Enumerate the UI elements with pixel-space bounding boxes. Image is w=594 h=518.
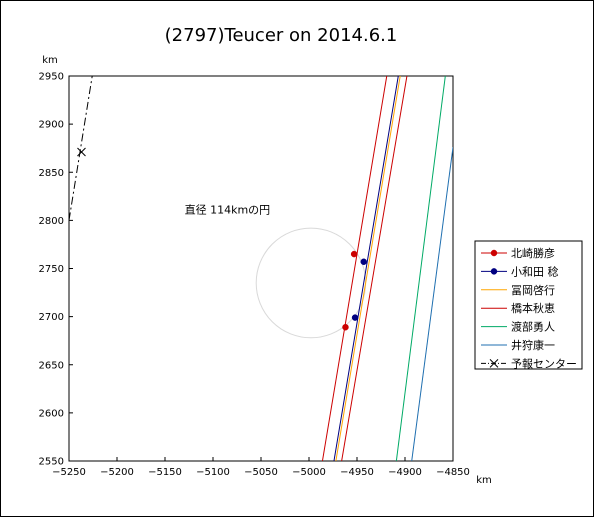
legend-box bbox=[474, 240, 583, 370]
observation-point bbox=[350, 250, 358, 258]
x-tick-label: −4900 bbox=[388, 467, 422, 478]
legend-label: 冨岡啓行 bbox=[511, 283, 555, 297]
y-tick-label: 2900 bbox=[39, 120, 64, 131]
chord-line bbox=[69, 76, 93, 221]
prediction-point bbox=[77, 147, 86, 157]
legend-marker bbox=[490, 268, 498, 275]
x-tick-label: −5100 bbox=[196, 467, 230, 478]
y-axis-unit: km bbox=[42, 55, 58, 66]
y-tick-label: 2650 bbox=[39, 360, 64, 371]
x-axis-unit: km bbox=[476, 475, 492, 486]
chord-line bbox=[341, 76, 408, 461]
diameter-circle bbox=[255, 227, 367, 339]
legend-marker bbox=[489, 359, 499, 368]
x-tick-label: −5250 bbox=[52, 467, 86, 478]
legend-label: 井狩康一 bbox=[511, 338, 555, 352]
chord-line bbox=[333, 76, 399, 461]
observation-point bbox=[342, 323, 349, 331]
y-tick-label: 2700 bbox=[39, 312, 64, 323]
legend-label: 小和田 稔 bbox=[511, 264, 559, 278]
circle-annotation: 直径 114kmの円 bbox=[185, 203, 271, 217]
legend-label: 北崎勝彦 bbox=[511, 246, 555, 260]
plot-area bbox=[68, 75, 454, 462]
chord-line bbox=[321, 76, 388, 461]
y-tick-label: 2800 bbox=[39, 216, 64, 227]
x-tick-label: −5000 bbox=[292, 467, 326, 478]
y-tick-label: 2850 bbox=[39, 168, 64, 179]
x-tick-label: −4950 bbox=[340, 467, 374, 478]
y-axis: 2550 2600 2650 2700 2750 2800 2850 2900 2950 bbox=[39, 72, 73, 468]
chord-line bbox=[411, 147, 453, 461]
x-tick-label: −5200 bbox=[100, 467, 134, 478]
x-axis: −5250 −5200 −5150 −5100 −5050 −5000 −4950 −4900… bbox=[52, 457, 470, 478]
observation-point bbox=[351, 314, 359, 321]
x-tick-label: −4850 bbox=[436, 467, 470, 478]
plot-content bbox=[69, 76, 453, 461]
chord-line bbox=[335, 76, 401, 461]
legend-label: 橋本秋恵 bbox=[511, 301, 555, 315]
y-tick-label: 2550 bbox=[39, 457, 64, 468]
chord-line bbox=[395, 76, 446, 461]
x-tick-label: −5050 bbox=[244, 467, 278, 478]
legend-marker bbox=[490, 249, 498, 257]
y-tick-label: 2600 bbox=[39, 408, 64, 419]
observation-point bbox=[360, 258, 367, 266]
y-tick-label: 2750 bbox=[39, 264, 64, 275]
x-tick-label: −5150 bbox=[148, 467, 182, 478]
y-tick-label: 2950 bbox=[39, 72, 64, 83]
legend-label: 渡部勇人 bbox=[511, 320, 555, 334]
chart-title: (2797)Teucer on 2014.6.1 bbox=[165, 25, 398, 46]
legend-label: 予報センター bbox=[511, 357, 577, 370]
